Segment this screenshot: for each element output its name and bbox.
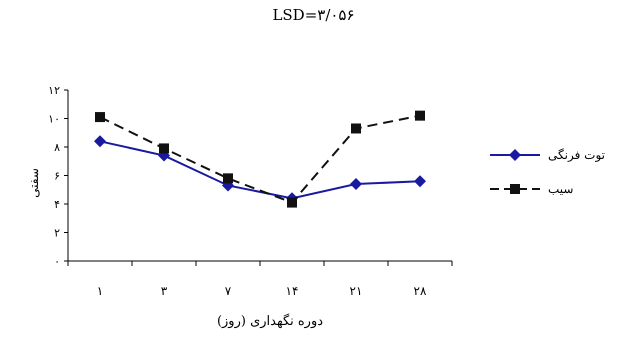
chart-axes — [67, 90, 452, 262]
legend-label-apple: سیب — [548, 182, 574, 196]
legend-marker-apple — [490, 184, 540, 194]
plot-area — [94, 110, 426, 208]
data-point-diamond — [350, 178, 362, 191]
data-point-square — [223, 173, 233, 184]
y-tick-label: ۸ — [54, 141, 60, 154]
legend-label-strawberry: توت فرنگی — [548, 148, 605, 162]
data-point-square — [287, 197, 297, 208]
x-tick-label: ۱۴ — [286, 284, 299, 298]
y-tick-label: ۲ — [54, 227, 60, 240]
y-ticks: ۰ ۲ ۴ ۶ ۸ ۱۰ ۱۲ — [48, 84, 68, 268]
series-line-0 — [99, 140, 421, 200]
x-axis-label: دوره نگهداری (روز) — [216, 314, 324, 329]
x-tick-label: ۷ — [225, 284, 232, 298]
legend-marker-strawberry — [490, 149, 540, 161]
data-point-square — [159, 143, 169, 154]
data-point-square — [351, 123, 361, 134]
y-axis-label: سفتی — [27, 168, 41, 198]
y-tick-label: ۱۰ — [48, 113, 60, 126]
x-tick-label: ۲۱ — [350, 284, 363, 298]
x-tick-label: ۲۸ — [414, 284, 427, 298]
data-point-diamond — [414, 175, 426, 188]
x-ticks: ۱ ۳ ۷ ۱۴ ۲۱ ۲۸ — [67, 261, 453, 298]
data-point-square — [95, 112, 105, 123]
y-tick-label: ۰ — [54, 255, 60, 268]
y-tick-label: ۱۲ — [48, 84, 60, 97]
series-line-1 — [99, 114, 421, 204]
chart-title: LSD=۳/۰۵۶ — [272, 6, 355, 24]
y-tick-label: ۶ — [54, 170, 60, 183]
x-tick-label: ۳ — [161, 284, 168, 298]
data-point-diamond — [94, 135, 106, 148]
y-tick-label: ۴ — [54, 198, 60, 211]
x-tick-label: ۱ — [97, 284, 103, 298]
data-point-square — [415, 110, 425, 121]
